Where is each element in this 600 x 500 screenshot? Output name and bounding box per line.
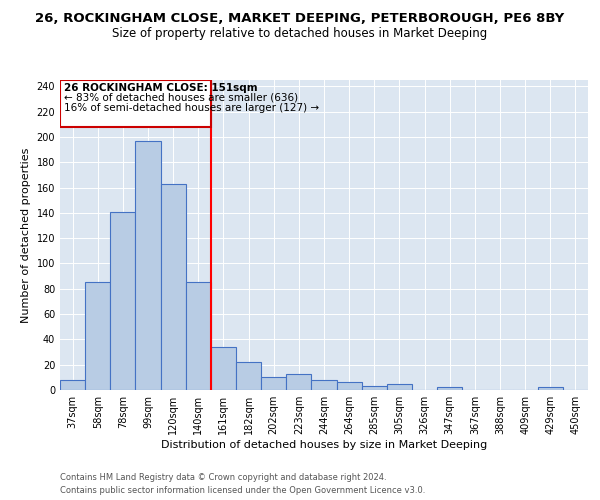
- Bar: [85, 282, 110, 390]
- Bar: [311, 380, 337, 390]
- Text: 26 ROCKINGHAM CLOSE: 151sqm: 26 ROCKINGHAM CLOSE: 151sqm: [64, 82, 257, 92]
- X-axis label: Distribution of detached houses by size in Market Deeping: Distribution of detached houses by size …: [161, 440, 487, 450]
- Text: Contains HM Land Registry data © Crown copyright and database right 2024.: Contains HM Land Registry data © Crown c…: [60, 474, 386, 482]
- Text: ← 83% of detached houses are smaller (636): ← 83% of detached houses are smaller (63…: [64, 92, 298, 102]
- Bar: [161, 184, 186, 390]
- Bar: [261, 378, 286, 390]
- Bar: [387, 384, 412, 390]
- Bar: [110, 212, 136, 390]
- Bar: [538, 388, 563, 390]
- Text: Size of property relative to detached houses in Market Deeping: Size of property relative to detached ho…: [112, 28, 488, 40]
- Y-axis label: Number of detached properties: Number of detached properties: [21, 148, 31, 322]
- Text: 26, ROCKINGHAM CLOSE, MARKET DEEPING, PETERBOROUGH, PE6 8BY: 26, ROCKINGHAM CLOSE, MARKET DEEPING, PE…: [35, 12, 565, 26]
- Bar: [286, 374, 311, 390]
- Text: Contains public sector information licensed under the Open Government Licence v3: Contains public sector information licen…: [60, 486, 425, 495]
- Bar: [337, 382, 362, 390]
- Bar: [236, 362, 261, 390]
- Text: 16% of semi-detached houses are larger (127) →: 16% of semi-detached houses are larger (…: [64, 103, 319, 113]
- Bar: [136, 140, 161, 390]
- Bar: [60, 80, 211, 127]
- Bar: [186, 282, 211, 390]
- Bar: [60, 380, 85, 390]
- Bar: [437, 388, 462, 390]
- Bar: [362, 386, 387, 390]
- Bar: [211, 347, 236, 390]
